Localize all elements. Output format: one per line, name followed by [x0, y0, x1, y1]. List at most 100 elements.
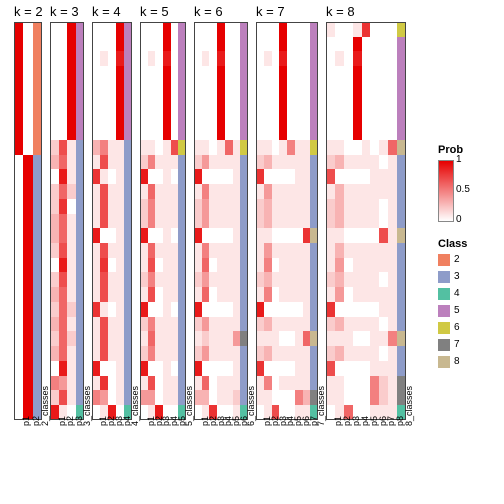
- cell: [287, 272, 295, 287]
- cell: [202, 96, 210, 111]
- prob-col-p7: [303, 22, 311, 420]
- cell: [397, 155, 406, 170]
- cell: [240, 243, 248, 258]
- cell: [155, 331, 163, 346]
- cell: [163, 155, 171, 170]
- cell: [295, 302, 303, 317]
- legend-class-label: 8: [454, 356, 460, 367]
- cell: [397, 317, 406, 332]
- x-label: 8_classes: [404, 386, 414, 426]
- cell: [116, 302, 124, 317]
- cell: [256, 331, 264, 346]
- cell: [379, 317, 388, 332]
- cell: [240, 287, 248, 302]
- cell: [59, 390, 68, 405]
- cell: [279, 37, 287, 52]
- cell: [108, 258, 116, 273]
- cell: [155, 228, 163, 243]
- cell: [326, 22, 335, 37]
- cell: [233, 199, 241, 214]
- cell: [202, 22, 210, 37]
- prob-col-p3: [272, 22, 280, 420]
- cell: [209, 346, 217, 361]
- cell: [303, 140, 311, 155]
- class-col: [178, 22, 186, 420]
- cell: [240, 228, 248, 243]
- cell: [100, 361, 108, 376]
- cell: [225, 81, 233, 96]
- cell: [171, 287, 179, 302]
- cell: [217, 258, 225, 273]
- cell: [178, 346, 186, 361]
- cell: [303, 51, 311, 66]
- cell: [33, 228, 42, 243]
- cell: [370, 272, 379, 287]
- cell: [140, 66, 148, 81]
- cell: [344, 376, 353, 391]
- cell: [124, 258, 132, 273]
- cell: [225, 302, 233, 317]
- heatmap: [256, 22, 318, 420]
- cell: [100, 37, 108, 52]
- cell: [76, 169, 85, 184]
- cell: [353, 66, 362, 81]
- cell: [353, 390, 362, 405]
- cell: [140, 258, 148, 273]
- cell: [225, 22, 233, 37]
- cell: [92, 169, 100, 184]
- prob-col-p8: [388, 22, 397, 420]
- cell: [303, 258, 311, 273]
- cell: [310, 228, 318, 243]
- cell: [67, 96, 76, 111]
- cell: [108, 66, 116, 81]
- cell: [100, 140, 108, 155]
- cell: [256, 37, 264, 52]
- prob-col-p6: [370, 22, 379, 420]
- cell: [50, 66, 59, 81]
- cell: [370, 390, 379, 405]
- cell: [344, 110, 353, 125]
- cell: [326, 96, 335, 111]
- cell: [233, 110, 241, 125]
- cell: [344, 346, 353, 361]
- cell: [256, 184, 264, 199]
- cell: [194, 140, 202, 155]
- cell: [344, 243, 353, 258]
- cell: [194, 184, 202, 199]
- cell: [310, 37, 318, 52]
- cell: [108, 22, 116, 37]
- cell: [14, 346, 23, 361]
- cell: [76, 243, 85, 258]
- cell: [256, 361, 264, 376]
- cell: [353, 22, 362, 37]
- x-label: 4_classes: [130, 386, 140, 426]
- cell: [92, 214, 100, 229]
- panel-k8: k = 8p1p2p3p4p5p6p7p88_classes: [326, 22, 406, 420]
- cell: [397, 243, 406, 258]
- cell: [163, 214, 171, 229]
- cell: [155, 37, 163, 52]
- cell: [178, 258, 186, 273]
- cell: [23, 346, 32, 361]
- cell: [100, 125, 108, 140]
- cell: [116, 376, 124, 391]
- cell: [171, 302, 179, 317]
- cell: [209, 287, 217, 302]
- cell: [92, 287, 100, 302]
- cell: [388, 228, 397, 243]
- cell: [116, 96, 124, 111]
- cell: [225, 184, 233, 199]
- cell: [240, 22, 248, 37]
- cell: [171, 199, 179, 214]
- cell: [140, 22, 148, 37]
- cell: [59, 331, 68, 346]
- cell: [140, 331, 148, 346]
- cell: [264, 258, 272, 273]
- cell: [50, 390, 59, 405]
- panel-k6: k = 6p1p2p3p4p5p66_classes: [194, 22, 248, 420]
- cell: [240, 169, 248, 184]
- cell: [217, 169, 225, 184]
- cell: [388, 81, 397, 96]
- cell: [370, 258, 379, 273]
- cell: [202, 361, 210, 376]
